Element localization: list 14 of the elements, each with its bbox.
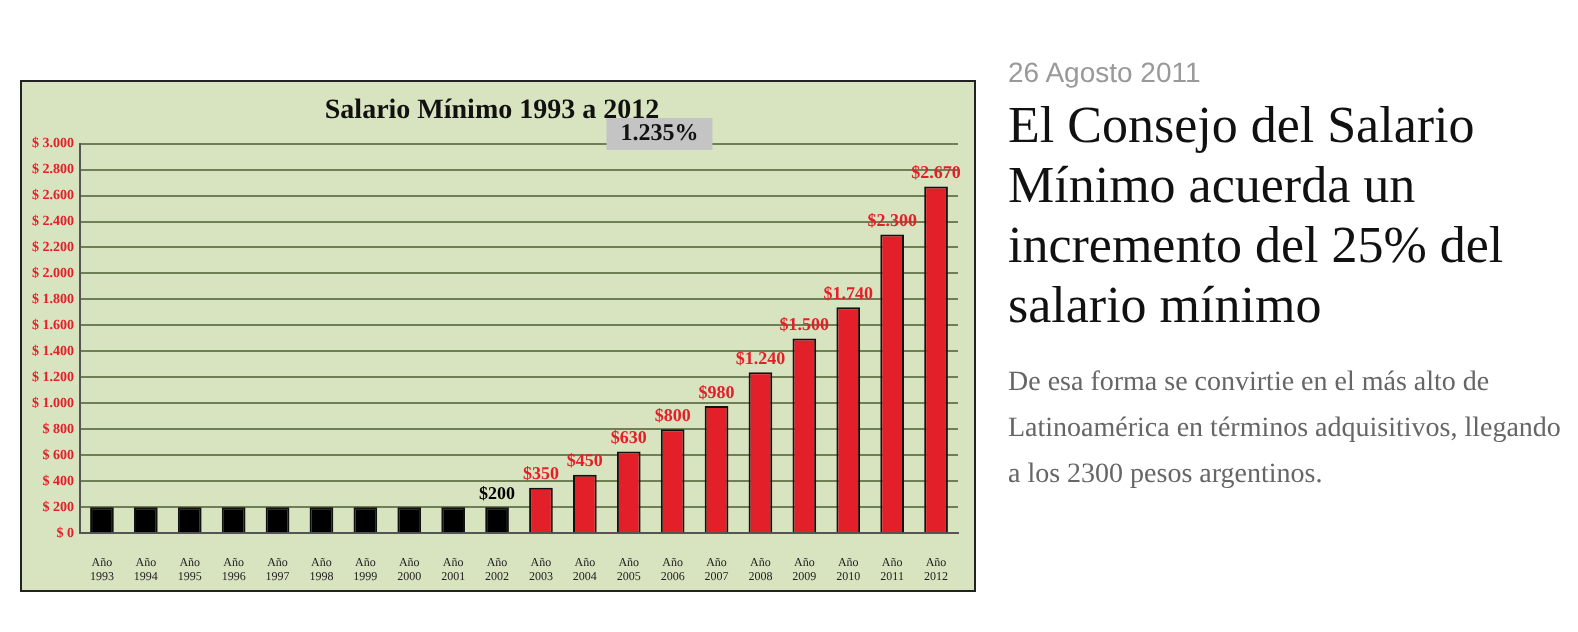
data-label: $200: [479, 482, 517, 503]
text: 26 Agosto 2011: [1008, 56, 1203, 88]
data-label: $450: [566, 450, 604, 471]
data-label: $980: [698, 381, 736, 402]
data-label: $2.670: [911, 162, 962, 183]
data-label: $2.300: [867, 210, 918, 231]
text: De esa forma se convirtie en el más alto de Latinoamérica en términos adquisitivos, llegando a los 2300 pesos argentinos.: [1008, 366, 1563, 494]
data-label: $1.500: [779, 314, 831, 335]
text: El Consejo del Salario Mínimo acuerda un incremento del 25% del salario mínimo: [1008, 96, 1506, 336]
data-label: $800: [654, 404, 692, 425]
data-label: $350: [522, 463, 560, 484]
data-label: $1.740: [823, 282, 874, 303]
data-label: $630: [610, 427, 648, 448]
data-label: $1.240: [735, 347, 787, 368]
